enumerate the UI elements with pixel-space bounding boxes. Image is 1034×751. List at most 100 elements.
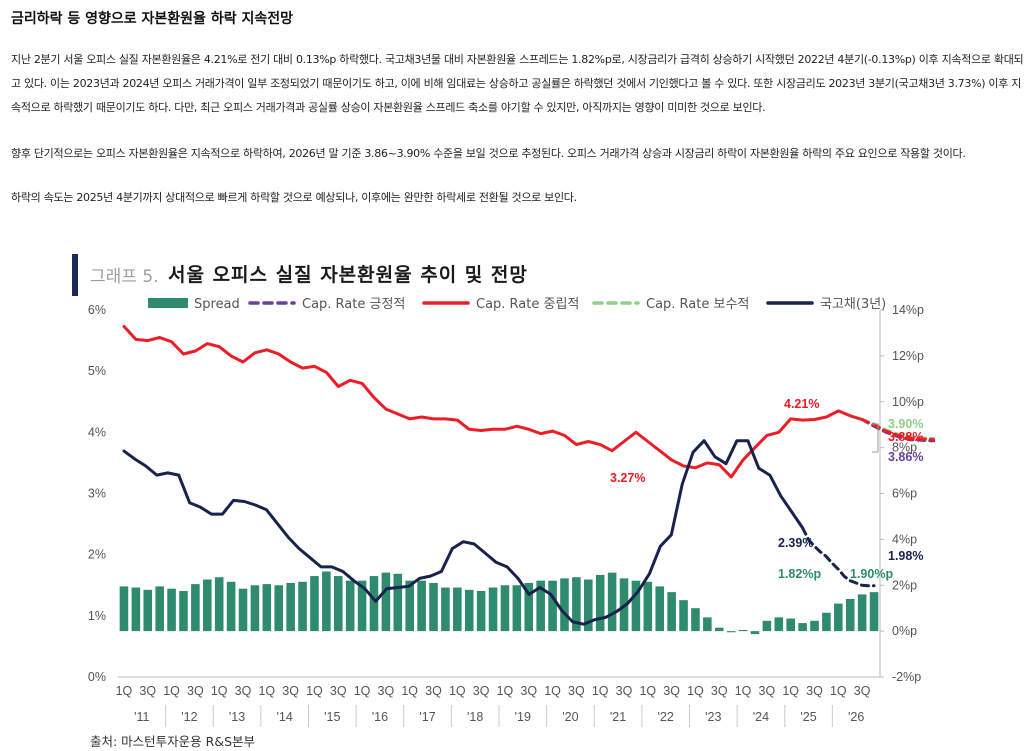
right-tick-label: -2%p [892,670,921,684]
cap-rate-neutral-line [122,325,864,479]
x-tick-quarter: 1Q [544,684,561,698]
legend-label: 국고채(3년) [820,297,886,312]
spread-bar [726,631,736,633]
x-tick-quarter: 1Q [639,684,656,698]
article-headline: 금리하락 등 영향으로 자본환원율 하락 지속전망 [11,11,293,27]
spread-bar [226,581,236,632]
x-tick-quarter: 3Q [711,684,728,698]
annotation-label: 3.90% [888,417,923,431]
spread-bar [476,590,486,632]
x-tick-year: '26 [848,710,864,724]
spread-bar [572,577,581,632]
spread-bar [333,576,343,632]
spread-bar [453,587,462,632]
left-tick-label: 6% [88,303,106,317]
left-tick-label: 5% [88,364,106,378]
x-tick-quarter: 1Q [830,684,847,698]
paragraph-3: 하락의 속도는 2025년 4분기까지 상대적으로 빠르게 하락할 것으로 예상… [11,191,577,204]
x-tick-quarter: 3Q [425,684,442,698]
x-tick-year: '20 [562,710,578,724]
spread-bar [703,617,712,632]
spread-bar [274,585,284,632]
x-tick-quarter: 1Q [163,684,180,698]
spread-bar [548,580,557,632]
spread-bar [250,585,260,632]
spread-bar [536,580,545,632]
x-tick-quarter: 1Q [735,684,752,698]
x-tick-year: '13 [229,710,245,724]
spread-bar [429,582,438,632]
spread-bar [441,587,450,632]
spread-bar [214,577,224,632]
annotation-label: 2.39% [778,536,813,550]
spread-bar [857,594,867,632]
right-tick-label: 0%p [892,624,917,638]
spread-bar [191,584,200,632]
x-tick-quarter: 3Q [330,684,347,698]
legend-label: Cap. Rate 긍정적 [302,297,405,312]
legend-label: Cap. Rate 중립적 [476,297,579,312]
spread-bar [155,586,164,632]
right-tick-label: 4%p [892,532,917,546]
spread-bar [405,580,414,632]
x-tick-quarter: 1Q [258,684,275,698]
spread-bar [322,571,331,632]
x-tick-quarter: 3Q [520,684,537,698]
spread-bar [238,588,248,632]
x-tick-quarter: 3Q [663,684,680,698]
x-tick-quarter: 1Q [211,684,228,698]
spread-bar [345,580,355,632]
spread-bar [381,572,391,632]
x-tick-year: '22 [658,710,674,724]
x-tick-year: '19 [515,710,531,724]
spread-bar [845,599,855,632]
spread-bar [714,627,724,632]
paragraph-2: 향후 단기적으로는 오피스 자본환원율은 지속적으로 하락하여, 2026년 말… [11,147,966,160]
forecast-bracket [872,423,879,453]
chart-source: 출처: 마스턴투자운용 R&S본부 [90,734,256,749]
spread-bar [560,578,569,632]
spread-bar [643,581,653,632]
spread-bar [822,612,831,632]
right-tick-label: 12%p [892,349,924,363]
spread-bar [203,579,212,632]
x-tick-year: '16 [372,710,388,724]
spread-bar [119,586,129,632]
left-tick-label: 2% [88,548,106,562]
annotation-label: 1.82%p [778,567,821,581]
x-tick-year: '12 [181,710,197,724]
x-tick-quarter: 1Q [306,684,323,698]
right-tick-label: 2%p [892,578,917,592]
left-tick-label: 3% [88,487,106,501]
paragraph-1: 지난 2분기 서울 오피스 실질 자본환원율은 4.21%로 전기 대비 0.1… [11,53,1024,114]
x-tick-year: '24 [753,710,769,724]
right-tick-label: 8%p [892,441,917,455]
spread-bar [369,576,379,632]
spread-bar [143,589,153,632]
spread-bar [500,585,510,632]
x-tick-quarter: 3Q [806,684,823,698]
left-tick-label: 4% [88,425,106,439]
cap-rate-neutral-forecast-line [860,418,936,442]
left-tick-label: 0% [88,670,106,684]
spread-bar [810,620,819,632]
spread-bar [655,586,665,632]
annotation-label: 3.27% [610,471,645,485]
chart-title: 서울 오피스 실질 자본환원율 추이 및 전망 [168,264,528,286]
spread-bar [298,581,307,632]
x-tick-quarter: 1Q [354,684,371,698]
x-tick-quarter: 1Q [592,684,609,698]
x-tick-quarter: 1Q [116,684,133,698]
x-tick-year: '11 [134,710,149,724]
right-tick-label: 6%p [892,487,917,501]
annotation-label: 1.90%p [850,567,893,581]
x-tick-quarter: 3Q [378,684,395,698]
spread-bar [357,580,367,632]
spread-bar [262,584,272,632]
x-tick-quarter: 3Q [235,684,252,698]
spread-bar [786,618,795,632]
legend-swatch-spread [148,298,188,308]
spread-bar [286,582,295,632]
spread-bar [631,580,641,632]
spread-bar [750,631,760,635]
